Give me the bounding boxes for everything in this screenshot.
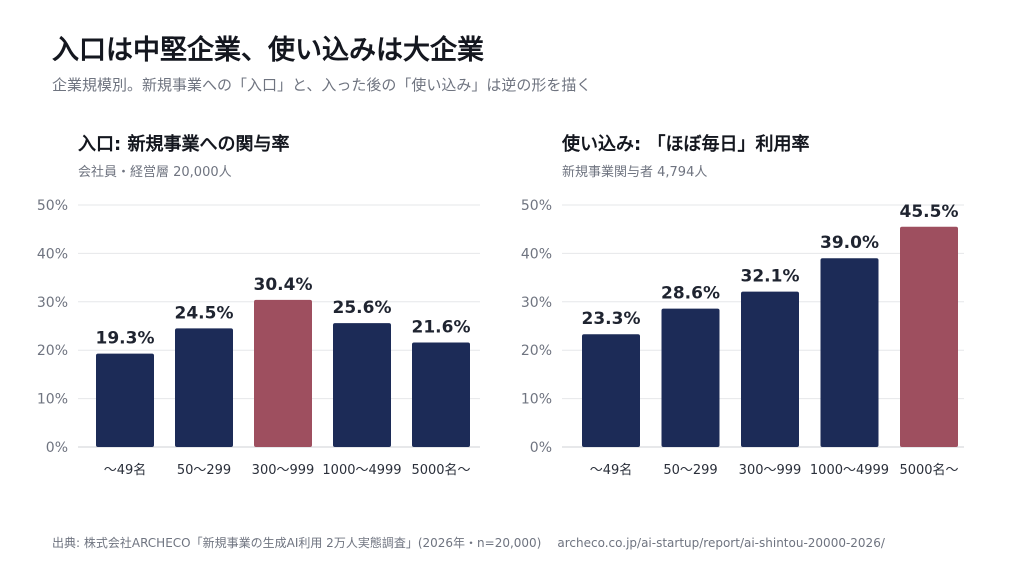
daily-value-label: 28.6% xyxy=(661,284,720,304)
daily-y-tick-label: 30% xyxy=(521,295,552,311)
daily-y-tick-label: 0% xyxy=(530,440,552,456)
entry-rate-bar-chart: 0% 10% 20% 30% 40% 50% 19.3% 〜49名 24.5% 50〜299 30.… xyxy=(37,198,480,478)
daily-bar xyxy=(741,291,799,447)
daily-bar xyxy=(820,258,879,447)
daily-y-tick-label: 10% xyxy=(521,392,552,408)
entry-value-label: 30.4% xyxy=(254,275,313,295)
source-url[interactable]: archeco.co.jp/ai-startup/report/ai-shint… xyxy=(557,536,885,550)
daily-y-tick-label: 50% xyxy=(521,198,552,214)
daily-category-label: 300〜999 xyxy=(739,463,802,478)
entry-y-tick-label: 20% xyxy=(37,343,68,359)
left-chart-title: 入口: 新規事業への関与率 xyxy=(78,134,290,155)
entry-category-label: 300〜999 xyxy=(252,463,315,478)
daily-category-label: 5000名〜 xyxy=(899,462,958,478)
entry-value-label: 21.6% xyxy=(412,317,471,337)
entry-y-tick-label: 50% xyxy=(37,198,68,214)
daily-y-tick-label: 40% xyxy=(521,246,552,262)
source-citation: 出典: 株式会社ARCHECO「新規事業の生成AI利用 2万人実態調査」(202… xyxy=(52,536,542,550)
entry-bar xyxy=(96,353,154,447)
entry-value-label: 25.6% xyxy=(333,298,392,318)
page-subtitle: 企業規模別。新規事業への「入口」と、入った後の「使い込み」は逆の形を描く xyxy=(52,76,592,94)
page-title: 入口は中堅企業、使い込みは大企業 xyxy=(52,35,484,66)
entry-bar xyxy=(333,323,391,447)
daily-category-label: 50〜299 xyxy=(663,463,717,478)
daily-category-label: 〜49名 xyxy=(590,462,633,478)
entry-bar xyxy=(175,328,233,447)
entry-category-label: 1000〜4999 xyxy=(322,463,401,478)
daily-y-tick-label: 20% xyxy=(521,343,552,359)
entry-y-tick-label: 10% xyxy=(37,392,68,408)
daily-usage-bar-chart: 0% 10% 20% 30% 40% 50% 23.3% 〜49名 28.6% 50〜299 32.… xyxy=(521,198,964,478)
daily-bar xyxy=(661,308,720,447)
daily-value-label: 39.0% xyxy=(820,233,879,253)
entry-bar xyxy=(254,299,312,447)
left-chart-subtitle: 会社員・経営層 20,000人 xyxy=(78,165,232,180)
entry-y-tick-label: 40% xyxy=(37,246,68,262)
daily-category-label: 1000〜4999 xyxy=(810,463,889,478)
daily-bar xyxy=(582,334,640,447)
entry-y-tick-label: 0% xyxy=(46,440,68,456)
entry-value-label: 19.3% xyxy=(96,329,155,349)
daily-bar xyxy=(900,226,958,447)
entry-category-label: 〜49名 xyxy=(104,462,147,478)
right-chart-subtitle: 新規事業関与者 4,794人 xyxy=(562,165,708,180)
entry-value-label: 24.5% xyxy=(175,303,234,323)
daily-value-label: 23.3% xyxy=(582,309,641,329)
entry-category-label: 50〜299 xyxy=(177,463,231,478)
daily-value-label: 45.5% xyxy=(900,202,959,222)
right-chart-title: 使い込み: 「ほぼ毎日」利用率 xyxy=(562,134,810,155)
daily-value-label: 32.1% xyxy=(741,267,800,287)
entry-category-label: 5000名〜 xyxy=(411,462,470,478)
entry-y-tick-label: 30% xyxy=(37,295,68,311)
source-footer: 出典: 株式会社ARCHECO「新規事業の生成AI利用 2万人実態調査」(202… xyxy=(52,534,885,551)
entry-bar xyxy=(412,342,470,447)
